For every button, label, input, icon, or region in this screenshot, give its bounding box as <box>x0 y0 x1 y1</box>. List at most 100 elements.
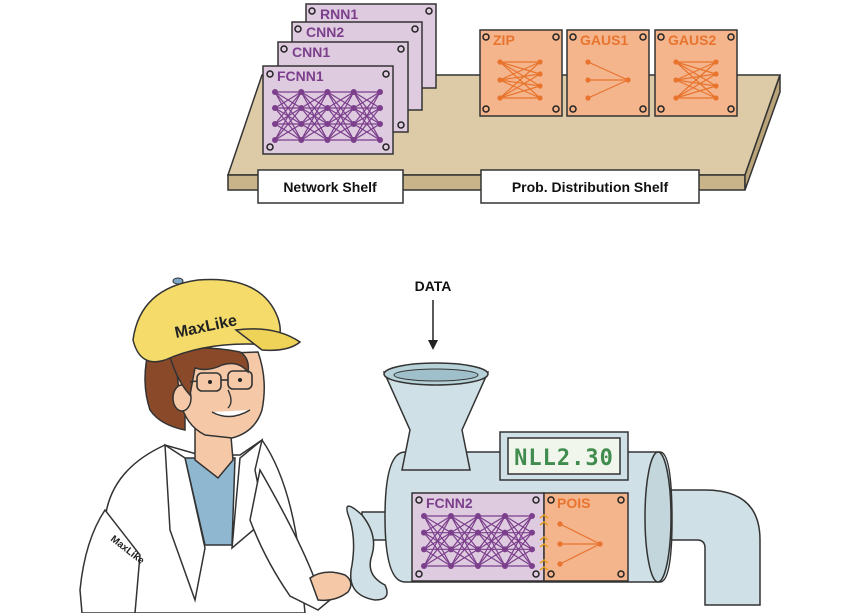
network-node <box>713 71 719 77</box>
network-node <box>475 546 481 553</box>
network-node <box>537 83 543 89</box>
network-edge <box>675 61 717 87</box>
distribution-card-label: GAUS1 <box>580 32 628 48</box>
network-node <box>448 529 454 536</box>
network-edge <box>587 61 629 81</box>
network-edge <box>499 61 541 87</box>
network-node <box>529 546 535 553</box>
network-edge <box>450 548 479 567</box>
network-edge <box>504 515 533 534</box>
network-node <box>497 95 503 101</box>
network-edge <box>587 79 629 99</box>
network-node <box>377 89 383 95</box>
network-edge <box>504 515 533 567</box>
distribution-network-icon <box>673 59 719 101</box>
network-node <box>377 121 383 127</box>
network-card-label: RNN1 <box>320 6 358 22</box>
network-edge <box>327 91 355 125</box>
network-card-fcnn1[interactable]: FCNN1 <box>262 65 394 155</box>
maxlike-cap: MaxLike <box>132 277 302 363</box>
network-edge <box>675 85 717 99</box>
data-input-arrow: DATA <box>415 278 452 350</box>
distribution-shelf-sign: Prob. Distribution Shelf <box>480 169 700 204</box>
network-edge <box>675 61 717 75</box>
network-node <box>625 77 631 83</box>
neural-network-icon <box>421 513 535 569</box>
network-node <box>448 513 454 519</box>
network-node <box>502 546 508 553</box>
network-edge <box>353 123 381 141</box>
network-edge <box>327 123 355 141</box>
network-node <box>585 59 591 65</box>
arrow-down-icon <box>428 340 438 350</box>
data-label: DATA <box>415 278 452 294</box>
network-node <box>421 513 427 519</box>
network-edge <box>300 91 328 125</box>
network-edge <box>423 532 452 567</box>
network-node <box>421 546 427 553</box>
maxlike-machine: NLL2.30 FCNN2 POIS <box>346 362 761 606</box>
network-node <box>475 563 481 569</box>
network-node <box>673 95 679 101</box>
network-edge <box>499 79 541 87</box>
network-node <box>502 529 508 536</box>
network-edge <box>675 73 717 81</box>
network-card-label: FCNN1 <box>277 68 324 84</box>
network-node <box>713 59 719 65</box>
network-edge <box>504 515 533 550</box>
network-shelf-sign: Network Shelf <box>257 169 404 204</box>
network-node <box>421 563 427 569</box>
network-node <box>585 77 591 83</box>
network-node <box>350 121 357 127</box>
network-edge <box>300 91 328 109</box>
distribution-card-label: ZIP <box>493 32 515 48</box>
network-node <box>673 59 679 65</box>
network-node <box>713 83 719 89</box>
network-node <box>350 89 357 95</box>
distribution-card-label: GAUS2 <box>668 32 716 48</box>
network-node <box>448 546 454 553</box>
network-node <box>529 529 535 536</box>
network-node <box>272 89 278 95</box>
network-node <box>324 105 331 111</box>
network-edge <box>450 515 479 534</box>
network-node <box>475 513 481 519</box>
scientist-character: MaxLike MaxLike <box>79 277 352 613</box>
network-node <box>502 513 508 519</box>
network-node <box>324 89 331 95</box>
distribution-card-zip[interactable]: ZIP <box>479 29 563 117</box>
network-edge <box>559 523 601 545</box>
network-node <box>497 77 503 83</box>
machine-network-card-fcnn2[interactable]: FCNN2 <box>411 492 545 582</box>
network-edge <box>477 532 506 567</box>
network-node <box>448 563 454 569</box>
network-edge <box>274 107 302 141</box>
distribution-network-icon <box>585 59 631 101</box>
network-edge <box>274 123 302 141</box>
network-edge <box>499 73 541 81</box>
network-node <box>529 513 535 519</box>
machine-distribution-card-label: POIS <box>557 495 590 511</box>
machine-distribution-card-pois[interactable]: POIS <box>539 492 629 582</box>
distribution-card-gaus1[interactable]: GAUS1 <box>566 29 650 117</box>
network-card-label: CNN2 <box>306 24 344 40</box>
network-node <box>557 521 563 527</box>
network-edge <box>353 91 381 125</box>
network-node <box>272 105 278 111</box>
network-edge <box>499 61 541 81</box>
network-edge <box>499 85 541 99</box>
network-node <box>298 121 305 127</box>
network-edge <box>423 515 452 550</box>
network-node <box>377 105 383 111</box>
network-edge <box>450 515 479 550</box>
network-card-stack: RNN1 CNN2 CNN1 FCNN1 <box>262 3 437 155</box>
network-edge <box>423 515 452 567</box>
network-edge <box>499 61 541 99</box>
network-node <box>529 563 535 569</box>
network-edge <box>327 107 355 141</box>
distribution-card-gaus2[interactable]: GAUS2 <box>654 29 738 117</box>
network-edge <box>675 79 717 87</box>
network-node <box>350 137 357 143</box>
network-edge <box>504 548 533 567</box>
distribution-network-icon <box>497 59 543 101</box>
